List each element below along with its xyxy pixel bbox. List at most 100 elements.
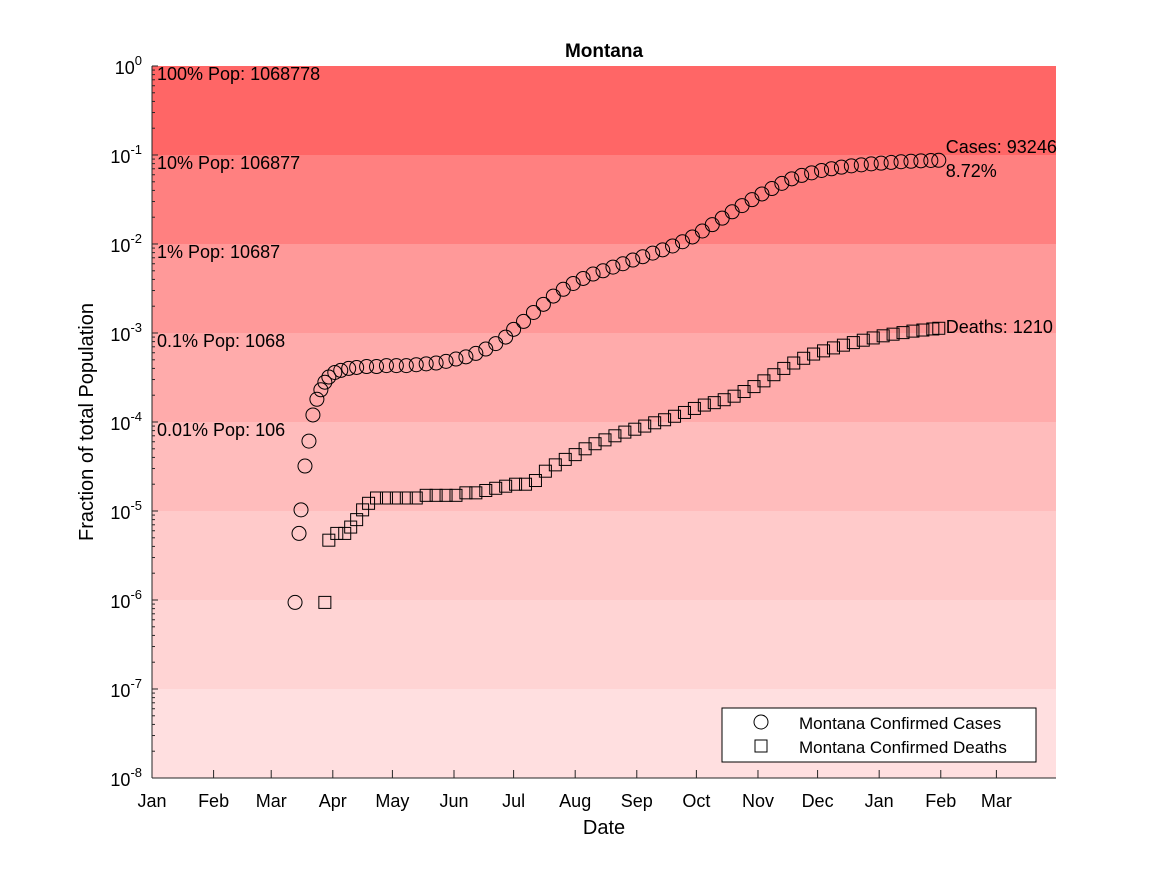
- death-point: [668, 409, 682, 423]
- death-point: [846, 336, 860, 350]
- death-point: [379, 491, 393, 505]
- y-tick-label: 10-5: [110, 498, 142, 523]
- x-tick-label: May: [375, 791, 409, 811]
- case-point: [287, 594, 303, 610]
- x-tick-label: Dec: [802, 791, 834, 811]
- case-point: [575, 270, 591, 286]
- death-point: [370, 491, 384, 505]
- case-point: [317, 374, 333, 390]
- death-point: [479, 483, 493, 497]
- death-point: [932, 321, 946, 335]
- x-tick-label: Sep: [621, 791, 653, 811]
- deaths-annotation: Deaths: 1210: [946, 317, 1053, 337]
- case-point: [341, 360, 357, 376]
- case-point: [635, 249, 651, 265]
- death-point: [737, 385, 751, 399]
- case-point: [903, 153, 919, 169]
- case-point: [674, 234, 690, 250]
- death-point: [489, 481, 503, 495]
- case-point: [327, 364, 343, 380]
- death-point: [588, 437, 602, 451]
- death-point: [807, 347, 821, 361]
- death-point: [439, 488, 453, 502]
- y-tick-label: 100: [115, 53, 142, 78]
- case-point: [313, 382, 329, 398]
- x-tick-label: Jul: [502, 791, 525, 811]
- case-point: [398, 358, 414, 374]
- case-point: [297, 458, 313, 474]
- legend: Montana Confirmed Cases Montana Confirme…: [721, 707, 1037, 763]
- case-point: [468, 345, 484, 361]
- case-point: [923, 152, 939, 168]
- death-point: [856, 333, 870, 347]
- band-label: 1% Pop: 10687: [157, 242, 280, 262]
- death-point: [697, 398, 711, 412]
- y-tick-label: 10-1: [110, 142, 142, 167]
- case-point: [565, 275, 581, 291]
- case-point: [293, 502, 309, 518]
- x-tick-label: Jan: [865, 791, 894, 811]
- death-point: [707, 396, 721, 410]
- case-point: [804, 165, 820, 181]
- case-point: [625, 252, 641, 268]
- population-band: [152, 66, 1056, 155]
- case-point: [794, 167, 810, 183]
- case-point: [535, 296, 551, 312]
- x-tick-label: Aug: [559, 791, 591, 811]
- death-point: [558, 452, 572, 466]
- x-tick-label: Nov: [742, 791, 774, 811]
- legend-label-deaths: Montana Confirmed Deaths: [799, 738, 1007, 757]
- legend-circle-marker: [753, 714, 769, 730]
- death-point: [826, 341, 840, 355]
- death-point: [628, 422, 642, 436]
- case-point: [321, 369, 337, 385]
- case-point: [555, 281, 571, 297]
- death-point: [419, 488, 433, 502]
- death-point: [519, 477, 533, 491]
- case-point: [333, 362, 349, 378]
- band-label: 0.1% Pop: 1068: [157, 331, 285, 351]
- case-point: [843, 158, 859, 174]
- death-point: [787, 356, 801, 370]
- death-point: [797, 351, 811, 365]
- case-point: [863, 156, 879, 172]
- legend-square-marker: [754, 739, 768, 753]
- death-point: [578, 442, 592, 456]
- case-point: [931, 152, 947, 168]
- cases-annotation: Cases: 93246: [946, 137, 1057, 157]
- case-point: [764, 181, 780, 197]
- case-point: [378, 358, 394, 374]
- y-tick-label: 10-3: [110, 320, 142, 345]
- population-bands: [152, 66, 1056, 778]
- death-point: [866, 331, 880, 345]
- death-point: [318, 595, 332, 609]
- x-axis-label: Date: [583, 817, 625, 839]
- death-point: [687, 401, 701, 415]
- case-point: [448, 351, 464, 367]
- death-point: [836, 338, 850, 352]
- case-point: [913, 153, 929, 169]
- death-point: [322, 533, 336, 547]
- cases-series: Cases: 93246 8.72%: [287, 137, 1057, 610]
- case-point: [823, 161, 839, 177]
- population-band: [152, 511, 1056, 600]
- case-point: [595, 263, 611, 279]
- case-point: [291, 525, 307, 541]
- case-point: [774, 175, 790, 191]
- death-point: [677, 405, 691, 419]
- case-point: [833, 159, 849, 175]
- death-point: [608, 429, 622, 443]
- population-band: [152, 600, 1056, 689]
- case-point: [301, 433, 317, 449]
- death-point: [777, 361, 791, 375]
- case-point: [349, 359, 365, 375]
- death-point: [528, 474, 542, 488]
- case-point: [458, 349, 474, 365]
- case-point: [506, 321, 522, 337]
- data-series: Cases: 93246 8.72% Deaths: 1210: [287, 137, 1057, 610]
- y-tick-label: 10-2: [110, 231, 142, 256]
- x-tick-label: Mar: [256, 791, 287, 811]
- case-point: [525, 304, 541, 320]
- case-point: [369, 359, 385, 375]
- death-point: [727, 389, 741, 403]
